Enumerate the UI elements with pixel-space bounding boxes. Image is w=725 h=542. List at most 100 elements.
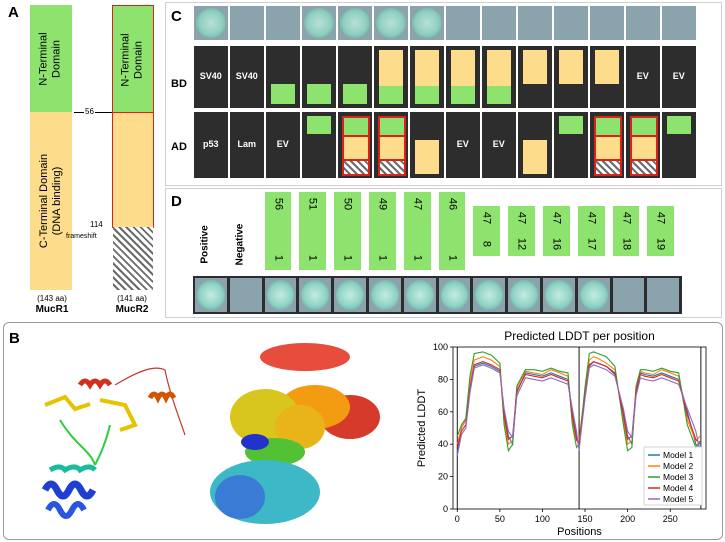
bd-c-domain-box: [487, 50, 511, 86]
legend-label: Model 2: [663, 461, 694, 471]
mucr2-n-terminal-domain: N-Terminal Domain: [112, 5, 154, 113]
bd-construct-cell: SV40: [230, 46, 264, 108]
yeast-colony: [371, 280, 399, 310]
yeast-colony: [475, 280, 504, 310]
y-tick-label: 100: [433, 342, 448, 352]
x-tick-label: 200: [620, 514, 635, 524]
growth-tile: [299, 278, 332, 312]
ribbon-blue-helix: [41, 480, 97, 500]
mucr2-frameshift-region: [113, 227, 153, 290]
fragment-start-label: 1: [306, 254, 319, 262]
negative-label: Negative: [234, 222, 252, 270]
bd-n-domain-box: [487, 86, 511, 104]
surface-red-tail: [260, 343, 350, 371]
panel-d-letter: D: [171, 193, 182, 210]
growth-tile: [612, 278, 645, 312]
lddt-chart: Predicted LDDT per position 0 20 40 60 80 100 0…: [416, 329, 707, 537]
growth-tile: [508, 278, 540, 312]
ribbon-red-helix: [77, 378, 113, 390]
ad-n-domain-box: [632, 118, 656, 135]
y-axis-label: Predicted LDDT: [416, 389, 428, 468]
growth-tile: [626, 6, 660, 40]
mucr2-n-label: N-Terminal Domain: [120, 32, 145, 87]
x-tick-label: 0: [455, 514, 460, 524]
growth-tile: [264, 278, 297, 312]
pos-56-label: 56: [84, 107, 95, 116]
positive-text: Positive: [199, 225, 211, 264]
panel-d-frame: [165, 188, 722, 318]
growth-tile: [194, 6, 228, 40]
bd-construct-cell: [482, 46, 516, 108]
ad-mucr2-box: [630, 116, 658, 176]
bd-c-domain-box: [451, 50, 475, 86]
fragment-start-label: 19: [654, 237, 667, 251]
panel-a-letter: A: [8, 4, 19, 21]
ad-c-domain-box: [523, 140, 547, 174]
bd-c-domain-box: [523, 50, 547, 84]
ad-construct-cell: EV: [482, 112, 516, 178]
fragment-tile: 50 1: [334, 192, 361, 270]
mucr2-name: MucR2: [115, 304, 149, 315]
legend-label: Model 4: [663, 483, 694, 493]
yeast-colony: [412, 8, 442, 38]
y-tick-label: 80: [438, 374, 448, 384]
mucr1-name: MucR1: [35, 304, 69, 315]
legend-label: Model 5: [663, 494, 694, 504]
bd-c-domain-box: [595, 50, 619, 84]
bd-c-domain-box: [415, 50, 439, 86]
fragment-end-label: 46: [445, 197, 458, 211]
fragment-end-label: 56: [271, 197, 284, 211]
fragment-start-label: 1: [411, 254, 424, 262]
mucr2-length: (141 aa): [117, 294, 147, 303]
x-axis-label: Positions: [557, 526, 602, 537]
fragment-tile: 47 18: [612, 206, 640, 256]
growth-tile: [473, 278, 506, 312]
series-line-model-5: [456, 364, 701, 456]
growth-tile: [577, 278, 610, 312]
bd-construct-cell: EV: [662, 46, 696, 108]
ad-c-domain-box: [632, 135, 656, 159]
bd-construct-cell: SV40: [194, 46, 228, 108]
y-tick-label: 0: [443, 504, 448, 514]
ribbon-blue-helix-2: [45, 501, 87, 519]
bd-construct-cell: [266, 46, 300, 108]
bd-label: EV: [672, 71, 685, 81]
fragment-start-label: 1: [376, 254, 389, 262]
bd-label: EV: [636, 71, 649, 81]
yeast-colony: [440, 280, 469, 310]
growth-tile: [403, 278, 436, 312]
panel-c-letter: C: [171, 8, 182, 25]
ad-construct-cell: EV: [446, 112, 480, 178]
mucr1-c-label: C-Terminal Domain (DNA binding): [38, 153, 64, 249]
mucr1-c-terminal-domain: C-Terminal Domain (DNA binding): [30, 112, 72, 290]
fragment-end-label: 49: [376, 197, 389, 211]
bd-n-domain-box: [379, 86, 403, 104]
growth-tile: [590, 6, 624, 40]
yeast-colony: [266, 280, 295, 310]
mucr1-n-label: N-Terminal Domain: [38, 31, 63, 86]
fragment-end-label: 50: [341, 197, 354, 211]
growth-tile: [554, 6, 588, 40]
growth-tile: [195, 278, 227, 312]
ad-construct-cell: p53: [194, 112, 228, 178]
bd-construct-cell: [554, 46, 588, 108]
bd-n-domain-box: [451, 86, 475, 104]
yeast-colony: [197, 280, 225, 310]
ad-c-domain-box: [596, 135, 620, 159]
yeast-colony: [196, 8, 226, 38]
ad-c-domain-box: [415, 140, 439, 174]
ad-construct-cell: [410, 112, 444, 178]
bd-n-domain-box: [415, 86, 439, 104]
fragment-end-label: 47: [585, 211, 598, 225]
ad-n-domain-box: [344, 118, 368, 135]
surface-structure: [210, 343, 380, 524]
fragment-tile: 56 1: [264, 192, 292, 270]
ribbon-yellow-sheets: [44, 394, 138, 432]
fragment-start-label: 18: [619, 237, 632, 251]
yeast-colony: [304, 8, 334, 38]
growth-tile: [338, 6, 372, 40]
fragment-tile: 47 1: [403, 192, 431, 270]
growth-tile: [662, 6, 696, 40]
ad-label: p53: [202, 139, 219, 149]
growth-tile: [230, 6, 264, 40]
